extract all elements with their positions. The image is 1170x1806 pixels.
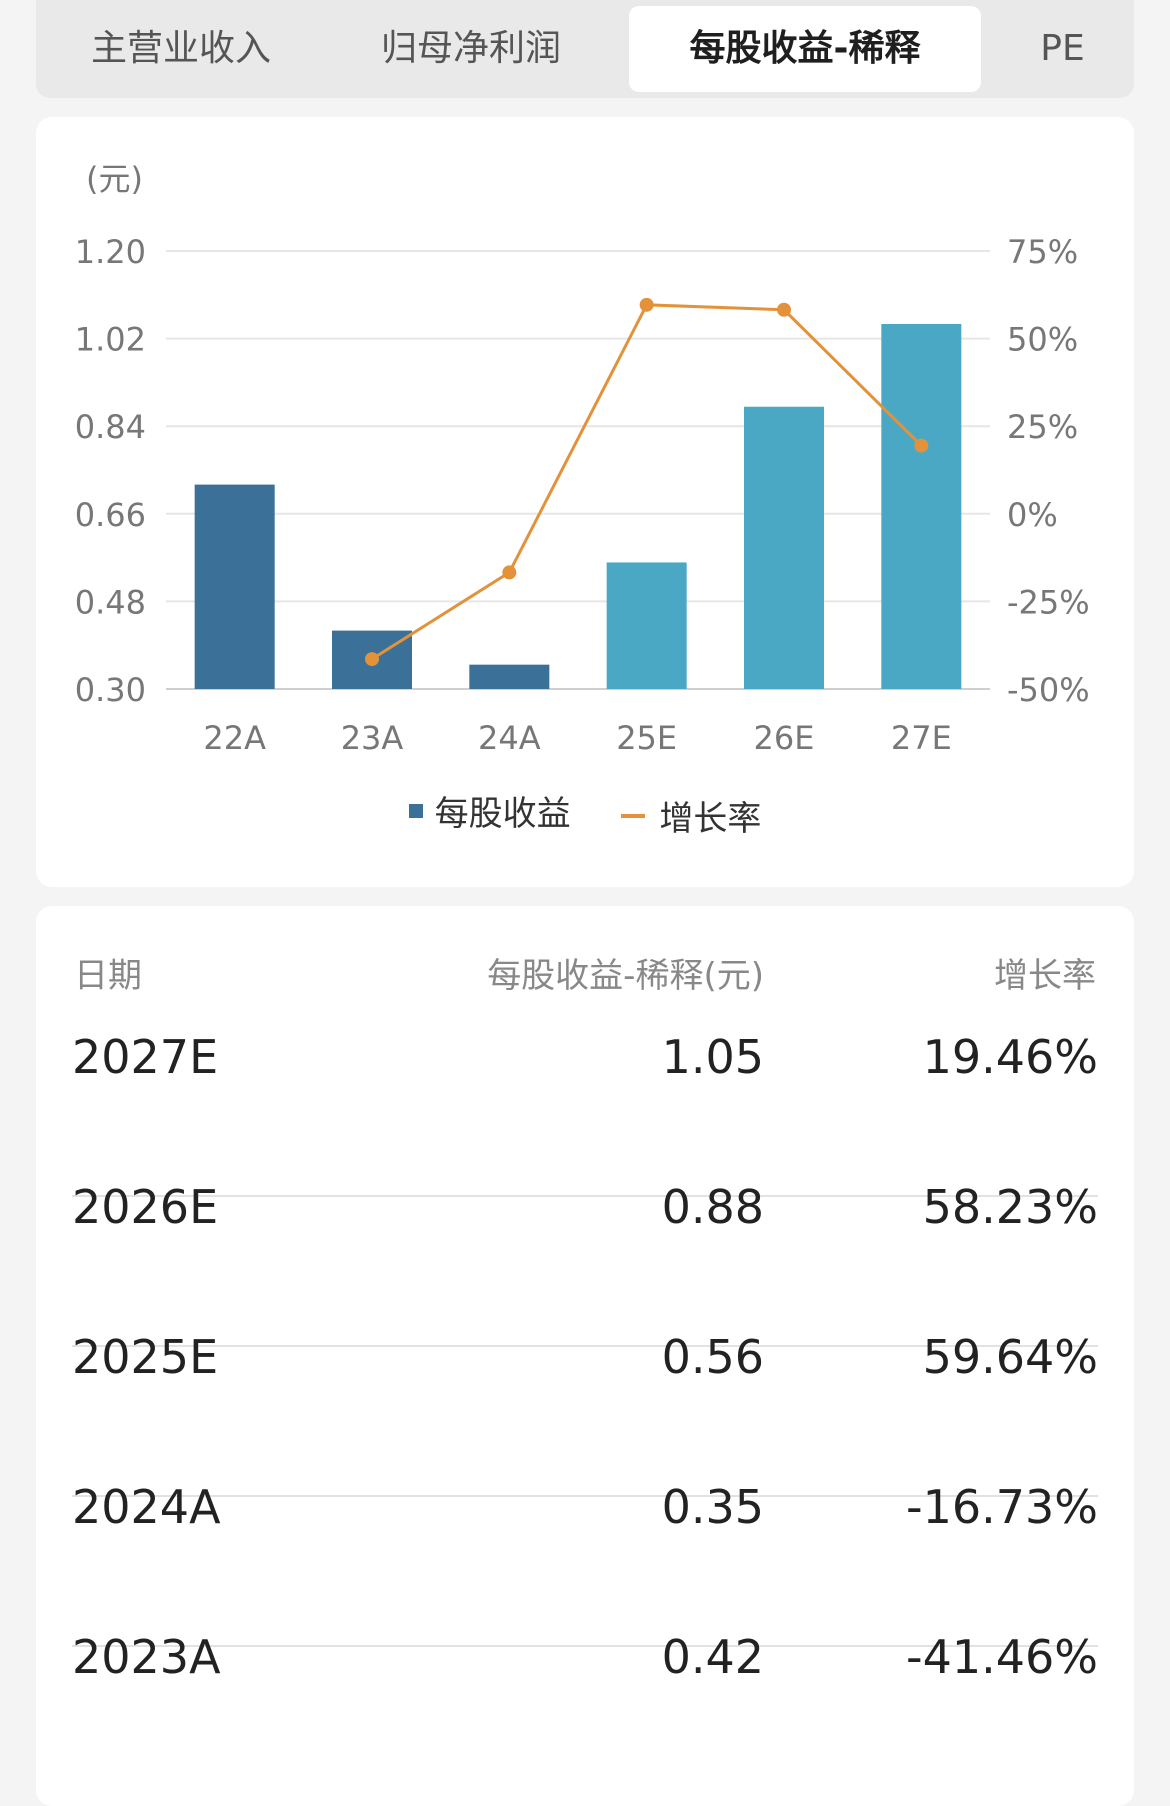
cell-eps: 0.56 [661, 1330, 764, 1384]
legend-item-growth[interactable]: 增长率 [621, 791, 761, 840]
cell-eps: 0.88 [661, 1180, 764, 1234]
cell-growth: 59.64% [922, 1330, 1098, 1384]
row-divider [72, 1345, 1098, 1347]
cell-date: 2024A [72, 1480, 221, 1534]
growth-point[interactable] [639, 297, 654, 312]
y2-tick-label: 0% [1007, 496, 1058, 534]
x-tick-label: 26E [754, 719, 815, 757]
row-divider [72, 1495, 1098, 1497]
y2-tick-label: -25% [1007, 583, 1090, 621]
cell-date: 2023A [72, 1630, 221, 1684]
y-tick-label: 0.84 [75, 408, 146, 446]
tab-net-profit[interactable]: 归母净利润 [380, 28, 561, 69]
y-tick-label: 1.20 [75, 233, 146, 271]
y-unit-label: (元) [86, 160, 143, 198]
line-swatch-icon [621, 813, 646, 818]
eps-chart: (元) 1.20 1.02 0.84 0.66 0.48 0.30 75% 50% 25% 0%… [75, 160, 1090, 757]
row-divider [72, 1195, 1098, 1197]
header-growth: 增长率 [994, 956, 1096, 996]
y-tick-label: 1.02 [75, 321, 146, 359]
eps-bar[interactable] [606, 562, 687, 689]
eps-bar[interactable] [469, 664, 550, 689]
row-divider [72, 1645, 1098, 1647]
chart-legend: 每股收益 增长率 [0, 786, 1170, 846]
cell-date: 2025E [72, 1330, 219, 1384]
x-tick-label: 23A [341, 719, 404, 757]
y2-tick-label: 75% [1007, 233, 1078, 271]
tab-pe[interactable]: PE [1040, 28, 1085, 69]
growth-point[interactable] [365, 652, 379, 667]
cell-growth: -16.73% [906, 1480, 1098, 1534]
tab-eps-diluted[interactable]: 每股收益-稀释 [629, 6, 981, 92]
y-tick-label: 0.66 [75, 496, 146, 534]
y2-tick-label: -50% [1007, 671, 1090, 709]
eps-bar[interactable] [881, 324, 962, 689]
cell-eps: 1.05 [661, 1030, 764, 1084]
bar-swatch-icon [408, 803, 423, 818]
growth-point[interactable] [914, 438, 929, 453]
legend-label-growth: 增长率 [659, 799, 762, 839]
growth-point[interactable] [777, 302, 791, 317]
growth-point[interactable] [502, 565, 517, 580]
cell-growth: 19.46% [922, 1030, 1098, 1084]
legend-item-eps[interactable]: 每股收益 [408, 786, 571, 835]
x-tick-label: 22A [203, 719, 266, 757]
x-tick-label: 27E [891, 719, 952, 757]
x-tick-label: 25E [616, 719, 677, 757]
header-date: 日期 [74, 956, 142, 996]
cell-date: 2026E [72, 1180, 219, 1234]
tab-revenue[interactable]: 主营业收入 [90, 28, 271, 69]
y-tick-label: 0.30 [75, 671, 146, 709]
legend-label-eps: 每股收益 [434, 794, 571, 834]
cell-eps: 0.42 [661, 1630, 764, 1684]
cell-growth: -41.46% [906, 1630, 1098, 1684]
y2-tick-label: 25% [1007, 408, 1078, 446]
cell-growth: 58.23% [922, 1180, 1098, 1234]
eps-bar[interactable] [194, 484, 275, 689]
tab-bar: 主营业收入 归母净利润 每股收益-稀释 PE [36, 0, 1134, 98]
eps-bar[interactable] [744, 406, 824, 689]
cell-date: 2027E [72, 1030, 219, 1084]
y-tick-label: 0.48 [75, 583, 146, 621]
y2-tick-label: 50% [1007, 321, 1078, 359]
header-eps: 每股收益-稀释(元) [487, 956, 764, 996]
x-tick-label: 24A [478, 719, 541, 757]
cell-eps: 0.35 [661, 1480, 764, 1534]
eps-table-card [36, 906, 1134, 1806]
